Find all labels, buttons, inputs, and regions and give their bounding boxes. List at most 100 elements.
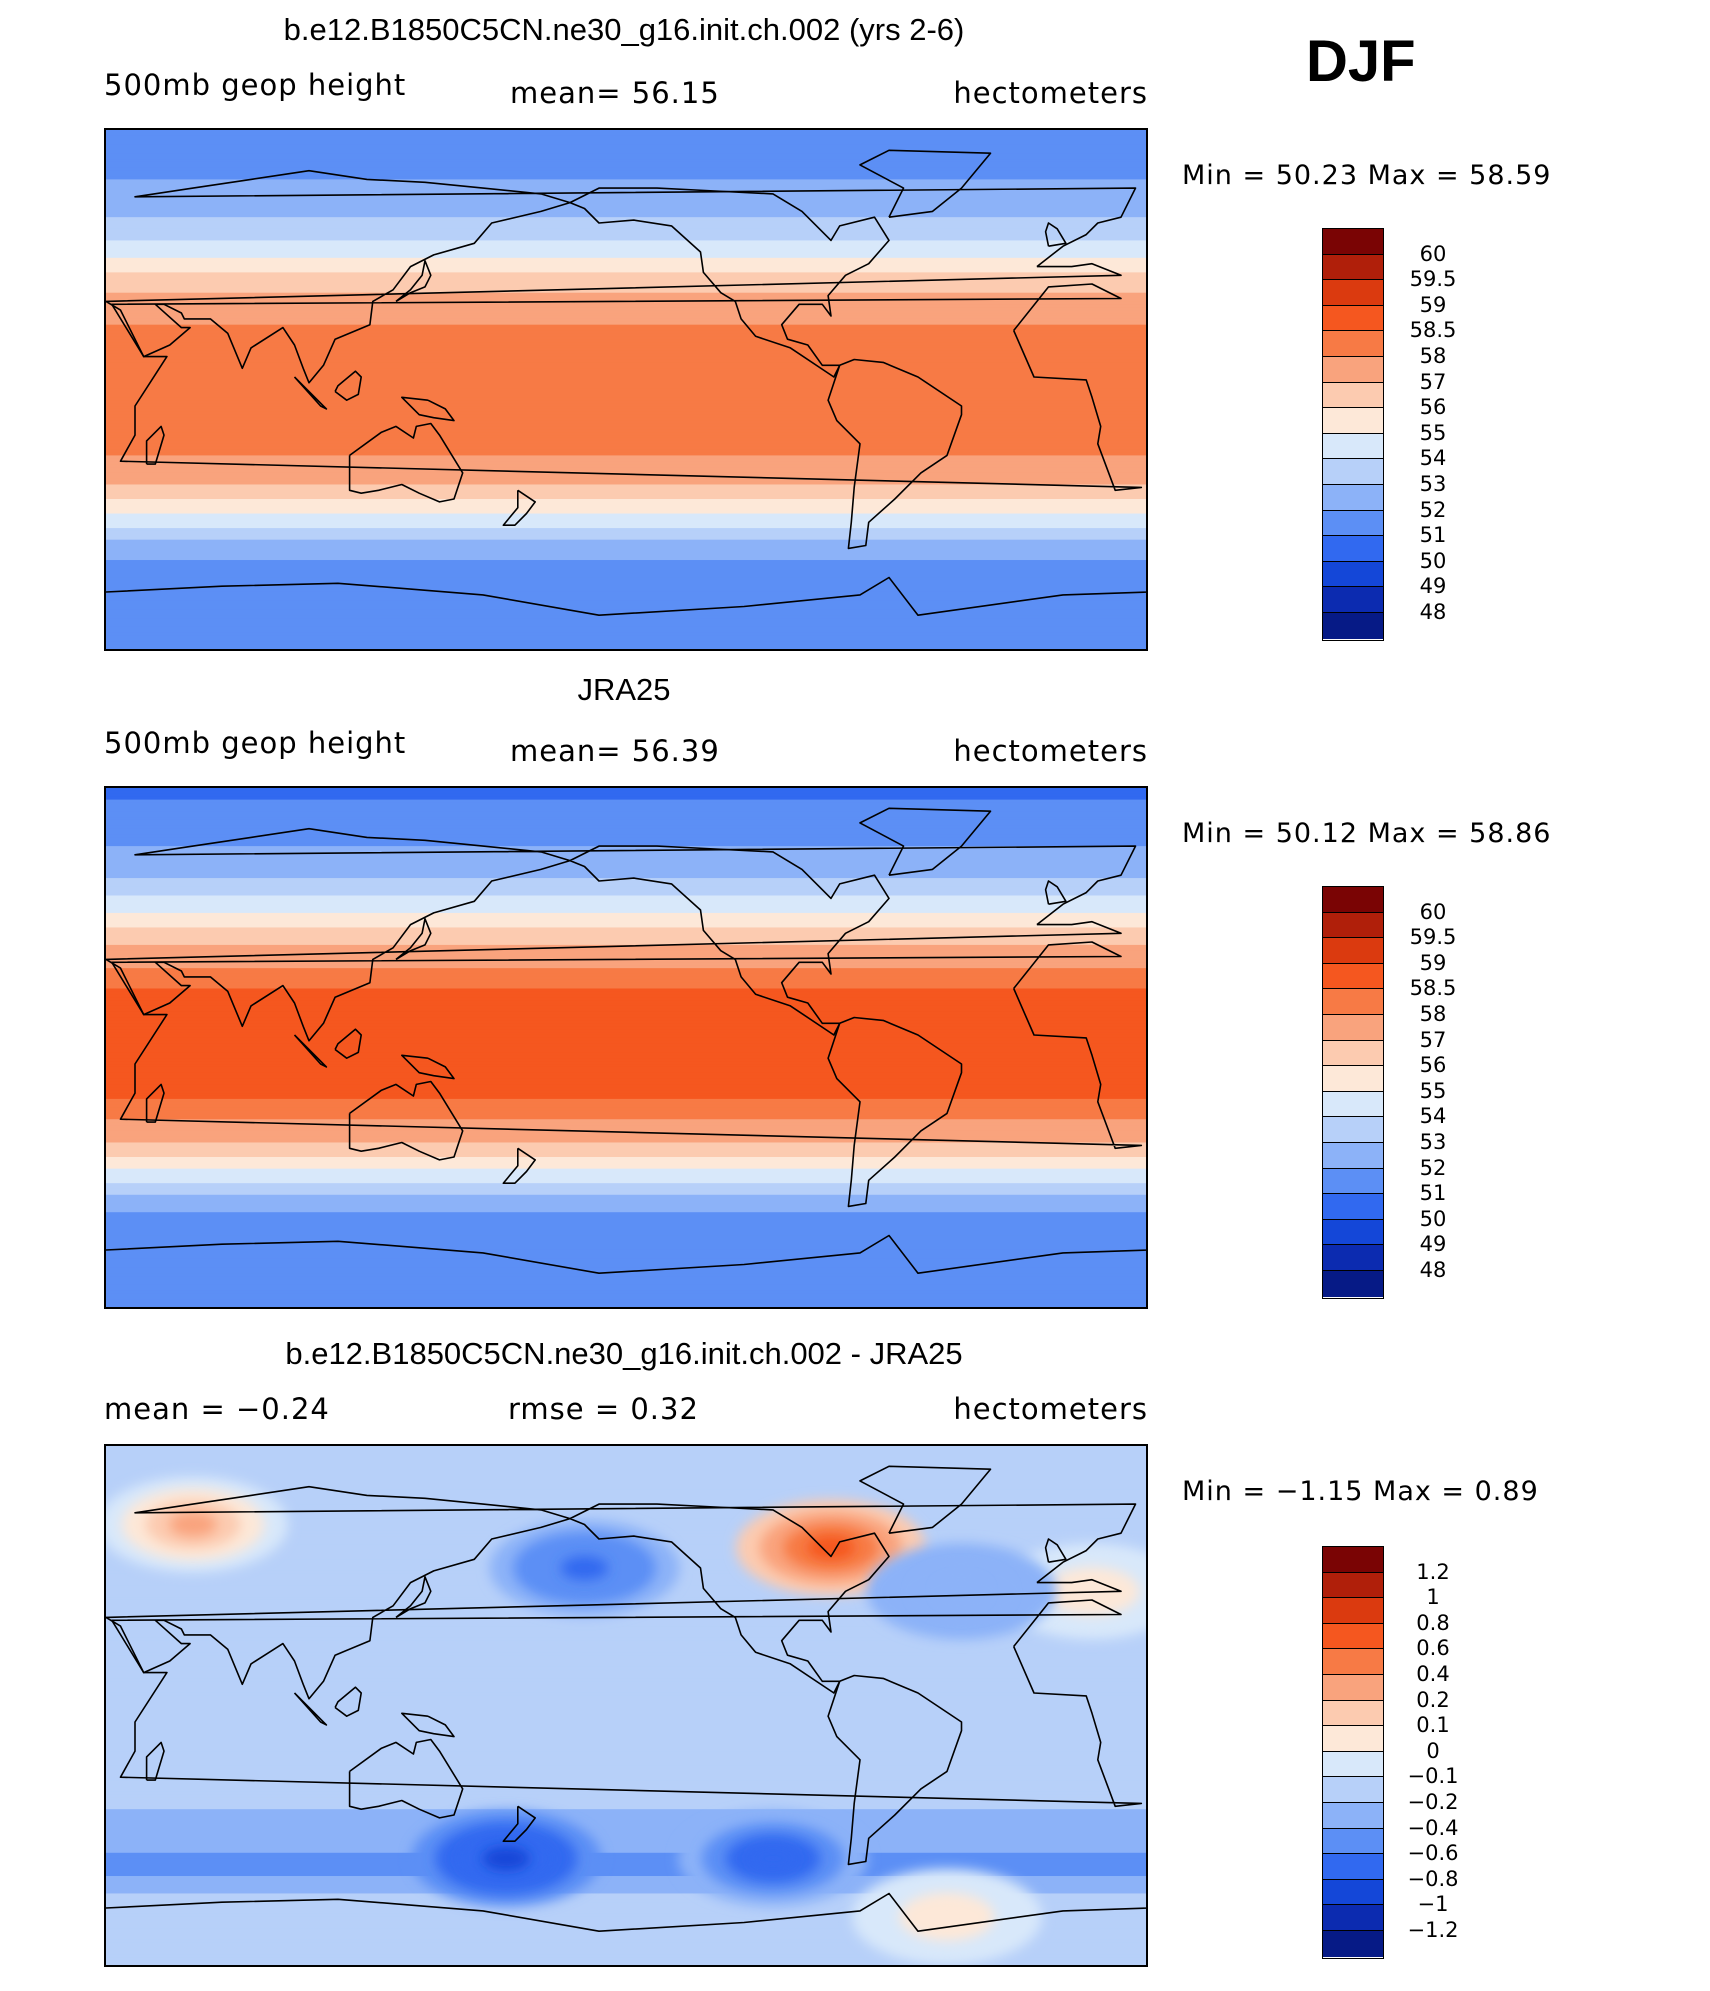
coastline xyxy=(334,1028,362,1060)
colorbar-label: 57 xyxy=(1419,369,1447,394)
colorbar-swatch xyxy=(1323,1854,1383,1880)
contour-band xyxy=(106,350,1146,355)
panel-2-title: JRA25 xyxy=(577,672,671,707)
contour-band xyxy=(106,199,1146,204)
contour-band xyxy=(106,385,1146,390)
coastline xyxy=(400,396,455,422)
coastline xyxy=(502,1147,537,1185)
contour-band xyxy=(106,1145,1146,1149)
contour-band xyxy=(106,1029,1146,1033)
contour-band xyxy=(106,243,1146,247)
coastline xyxy=(348,1080,464,1161)
contour-band xyxy=(106,1148,1146,1152)
anomaly-feature xyxy=(937,1579,986,1604)
colorbar-label: 52 xyxy=(1419,497,1447,522)
contour-band xyxy=(106,551,1146,555)
contour-band xyxy=(106,397,1146,401)
colorbar-swatch xyxy=(1323,484,1383,511)
contour-band xyxy=(106,1177,1146,1181)
contour-band xyxy=(106,1095,1146,1100)
contour-band xyxy=(106,464,1146,468)
coastline xyxy=(400,1054,455,1080)
colorbar-label: 59 xyxy=(1419,950,1447,975)
contour-band xyxy=(106,417,1146,422)
colorbar-label: 59 xyxy=(1419,292,1447,317)
contour-band xyxy=(106,347,1146,352)
contour-band xyxy=(106,1165,1146,1170)
colorbar-label: −0.2 xyxy=(1407,1790,1459,1814)
contour-band xyxy=(106,591,1146,596)
contour-band xyxy=(106,1753,1146,1758)
coastline xyxy=(334,370,362,402)
contour-band xyxy=(106,188,1146,192)
contour-band xyxy=(106,898,1146,902)
contour-band xyxy=(106,147,1146,151)
contour-band xyxy=(106,950,1146,955)
anomaly-feature xyxy=(482,1846,530,1871)
contour-band xyxy=(106,557,1146,561)
panel-1-variable: 500mb geop height xyxy=(104,68,407,102)
colorbar-swatch xyxy=(1323,1040,1383,1067)
contour-band xyxy=(106,150,1146,154)
contour-band xyxy=(106,554,1146,558)
contour-band xyxy=(106,1835,1146,1839)
contour-band xyxy=(106,1043,1146,1048)
contour-band xyxy=(106,1652,1146,1656)
contour-band xyxy=(106,1136,1146,1141)
contour-band xyxy=(106,600,1146,605)
contour-band xyxy=(106,632,1146,637)
colorbar-swatch xyxy=(1323,587,1383,613)
colorbar-swatch xyxy=(1323,1777,1383,1803)
contour-band xyxy=(106,872,1146,876)
contour-band xyxy=(106,1666,1146,1671)
contour-band xyxy=(106,880,1146,885)
contour-band xyxy=(106,214,1146,218)
contour-band xyxy=(106,1212,1146,1216)
panel-3-rmse: rmse = 0.32 xyxy=(508,1392,699,1426)
coastline xyxy=(859,807,992,876)
contour-band xyxy=(106,1722,1146,1726)
contour-band xyxy=(106,266,1146,271)
contour-band xyxy=(106,1186,1146,1190)
colorbar-swatch xyxy=(1323,1245,1383,1271)
contour-band xyxy=(106,1963,1146,1965)
contour-band xyxy=(106,979,1146,984)
contour-band xyxy=(106,837,1146,841)
contour-band xyxy=(106,988,1146,992)
contour-band xyxy=(106,621,1146,625)
contour-band xyxy=(106,1887,1146,1892)
contour-band xyxy=(106,1646,1146,1650)
map-canvas xyxy=(106,130,1146,649)
colorbar-label: 58.5 xyxy=(1409,976,1457,1001)
panel-1-colorbar xyxy=(1322,228,1384,641)
contour-band xyxy=(106,1008,1146,1013)
contour-band xyxy=(106,365,1146,369)
colorbar-label: −0.1 xyxy=(1407,1764,1459,1789)
contour-band xyxy=(106,1797,1146,1802)
contour-band xyxy=(106,217,1146,221)
contour-band xyxy=(106,1785,1146,1790)
contour-band xyxy=(106,618,1146,622)
contour-band xyxy=(106,1139,1146,1144)
contour-band xyxy=(106,1296,1146,1300)
contour-band xyxy=(106,1069,1146,1074)
contour-band xyxy=(106,130,1146,134)
panel-3-title: b.e12.B1850C5CN.ne30_g16.init.ch.002 - J… xyxy=(285,1336,963,1371)
contour-band xyxy=(106,1194,1146,1199)
contour-band xyxy=(106,333,1146,337)
panel-2-colorbar xyxy=(1322,886,1384,1299)
contour-band xyxy=(106,510,1146,515)
colorbar-swatch xyxy=(1323,963,1383,990)
contour-band xyxy=(106,846,1146,850)
contour-band xyxy=(106,1727,1146,1732)
contour-band xyxy=(106,580,1146,584)
contour-band xyxy=(106,997,1146,1001)
contour-band xyxy=(106,1122,1146,1126)
contour-band xyxy=(106,609,1146,613)
contour-band xyxy=(106,1861,1146,1865)
contour-band xyxy=(106,359,1146,364)
colorbar-label: 48 xyxy=(1419,1258,1447,1282)
contour-band xyxy=(106,1684,1146,1688)
colorbar-label: 60 xyxy=(1419,241,1447,266)
contour-band xyxy=(106,1290,1146,1295)
